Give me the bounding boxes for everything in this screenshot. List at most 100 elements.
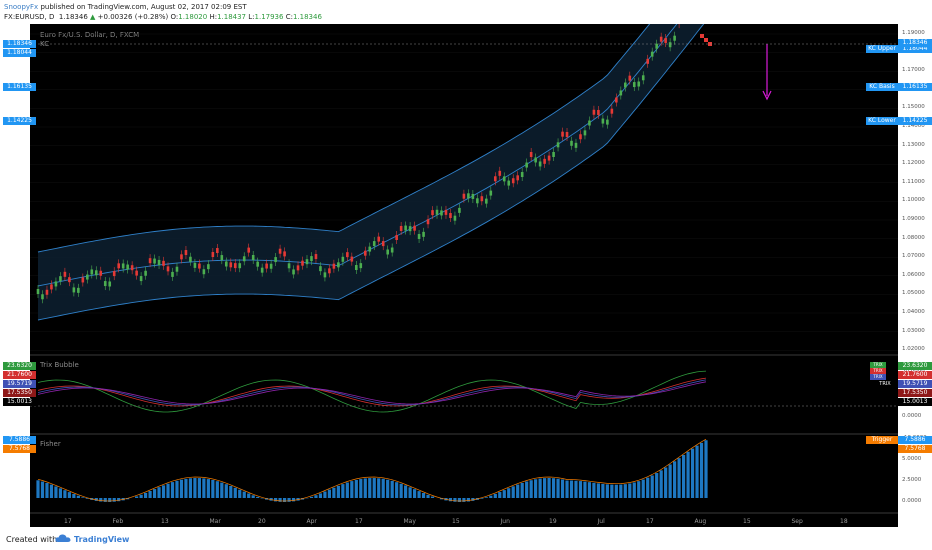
- candle-body: [417, 233, 421, 239]
- candle-body: [597, 109, 600, 115]
- fisher-bar: [94, 498, 98, 501]
- chart-header: SnoopyFx published on TradingView.com, A…: [0, 0, 932, 24]
- fisher-bar: [359, 479, 363, 498]
- tradingview-brand[interactable]: TradingView: [74, 535, 130, 544]
- candle-body: [668, 42, 672, 48]
- candle-body: [525, 162, 528, 168]
- candle-body: [314, 254, 318, 260]
- time-tick-label: 19: [549, 518, 557, 525]
- candle-body: [650, 51, 654, 57]
- candle-body: [565, 131, 569, 137]
- fisher-bar: [556, 478, 560, 498]
- candle-body: [139, 276, 143, 282]
- fisher-bar: [282, 498, 287, 502]
- fisher-bar: [54, 486, 58, 498]
- fisher-bar: [560, 479, 565, 498]
- price-tick-label: 1.05000: [902, 290, 925, 297]
- candle-body: [337, 262, 340, 268]
- author-link[interactable]: SnoopyFx: [4, 3, 39, 11]
- candle-body: [502, 176, 506, 182]
- symbol-label[interactable]: FX:EURUSD, D: [4, 13, 55, 21]
- candle-body: [108, 281, 112, 287]
- time-tick-label: 15: [452, 518, 460, 525]
- fisher-bar: [345, 482, 349, 498]
- candle-body: [328, 268, 331, 274]
- time-tick-label: Apr: [307, 518, 318, 525]
- candle-body: [305, 259, 309, 265]
- fisher-bar: [399, 483, 403, 498]
- fisher-bar: [278, 498, 282, 502]
- candle-body: [431, 210, 434, 216]
- kc-lower-value: 1.14225: [898, 117, 932, 125]
- time-axis[interactable]: 17 Feb 13 Mar 20 Apr 17 May 15 Jun 19 Jul 17 Aug 15 Sep…: [64, 518, 848, 525]
- trix-mini-tag: TRIX: [870, 374, 886, 380]
- fisher-bar: [323, 491, 327, 498]
- fisher-bar: [139, 494, 143, 498]
- fisher-bar: [641, 479, 645, 498]
- candle-body: [619, 90, 623, 96]
- candle-body: [458, 207, 461, 213]
- fisher-bar: [574, 480, 578, 498]
- fisher-bar: [247, 493, 251, 498]
- fisher-pane-title: Fisher: [40, 440, 61, 448]
- candle-body: [390, 247, 394, 253]
- candle-body: [453, 215, 457, 221]
- fisher-bar: [538, 478, 542, 498]
- price-tick-label: 1.04000: [902, 309, 925, 315]
- candle-body: [498, 170, 502, 176]
- right-trix-tag: 17.5350: [898, 389, 932, 397]
- kc-upper-line: [37, 0, 670, 253]
- fisher-bar: [471, 498, 475, 501]
- candle-body: [310, 256, 313, 262]
- fisher-bar: [668, 464, 672, 498]
- fisher-bar: [457, 498, 462, 502]
- fisher-bar: [502, 490, 506, 498]
- candle-body: [588, 120, 591, 126]
- candle-body: [50, 284, 53, 290]
- kc-indicator-label: KC: [40, 40, 49, 48]
- chart-canvas[interactable]: Euro Fx/U.S. Dollar, D, FXCM KC Trix Bub…: [30, 0, 898, 527]
- candle-body: [103, 281, 107, 287]
- candle-body: [332, 263, 336, 269]
- fisher-bar: [215, 481, 219, 498]
- fisher-bar: [341, 484, 345, 498]
- fisher-bar: [480, 498, 484, 499]
- price-tick-label: 1.12000: [902, 160, 925, 167]
- candle-body: [180, 254, 183, 260]
- candle-body: [404, 225, 407, 231]
- price-tick-label: 1.17000: [902, 67, 925, 74]
- fisher-bar: [484, 497, 488, 498]
- chart-area[interactable]: Euro Fx/U.S. Dollar, D, FXCM KC Trix Bub…: [30, 0, 898, 527]
- candle-body: [54, 281, 58, 287]
- fisher-bar: [655, 473, 659, 498]
- change-arrow-icon: ▲: [90, 13, 96, 21]
- candle-body: [543, 158, 546, 164]
- candle-body: [126, 264, 129, 270]
- candle-body: [45, 289, 49, 295]
- candle-body: [175, 266, 179, 272]
- candle-body: [341, 256, 345, 262]
- fisher-bar: [143, 492, 148, 498]
- candle-body: [224, 261, 228, 267]
- fisher-bar: [251, 495, 255, 498]
- left-trix-tag: 21.7600: [3, 371, 36, 379]
- fisher-bar: [525, 481, 529, 498]
- fisher-bar: [632, 482, 636, 498]
- candle-body: [36, 289, 40, 294]
- fisher-bar: [372, 478, 376, 498]
- candle-body: [278, 248, 282, 254]
- right-trix-tag: 15.0013: [898, 398, 932, 406]
- fisher-bar: [520, 482, 524, 498]
- candle-body: [260, 267, 264, 273]
- candle-body: [516, 175, 520, 181]
- candle-body: [538, 161, 542, 167]
- fisher-bar: [287, 498, 291, 502]
- fisher-bar: [229, 485, 233, 498]
- fisher-bar: [587, 482, 592, 498]
- candle-body: [166, 266, 170, 272]
- fisher-bar: [601, 483, 605, 498]
- fisher-bar: [569, 480, 574, 498]
- fisher-bar: [63, 490, 67, 498]
- kc-upper-name: KC Upper: [866, 45, 898, 53]
- candle-body: [534, 157, 537, 163]
